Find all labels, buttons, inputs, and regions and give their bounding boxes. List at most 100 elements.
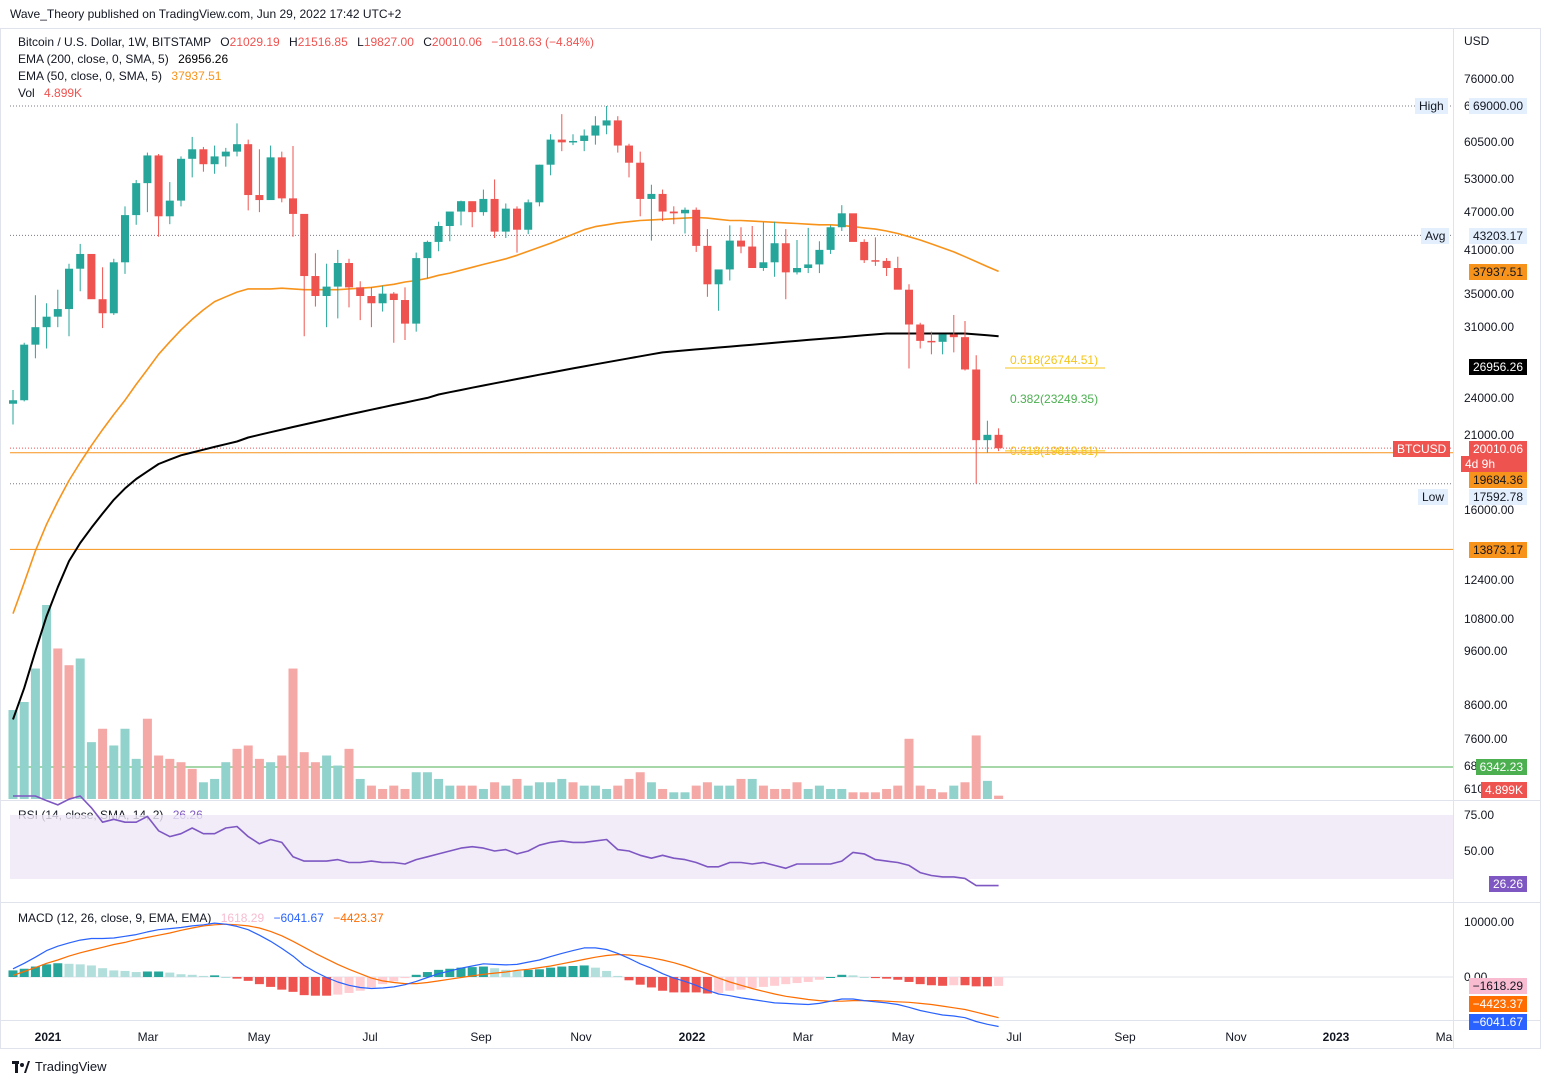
volume-bar (42, 605, 52, 799)
volume-bar (445, 785, 455, 799)
tradingview-brand: TradingView (35, 1059, 107, 1074)
macd-hist-bar (781, 977, 791, 985)
macd-hist-bar (277, 977, 287, 990)
price-axis-tick: 16000.00 (1464, 503, 1515, 517)
macd-hist-bar (243, 977, 253, 981)
macd-hist-bar (926, 977, 936, 986)
candle-body (457, 201, 465, 212)
price-axis-tick: 9600.00 (1464, 644, 1508, 659)
candle-body (938, 334, 947, 342)
volume-bar (546, 782, 556, 799)
macd-hist-bar (389, 977, 399, 982)
candle-body (412, 258, 421, 324)
volume-bar (982, 780, 992, 799)
legend-ema200[interactable]: EMA (200, close, 0, SMA, 5) 26956.26 (18, 52, 228, 66)
volume-bar (904, 738, 914, 799)
candle-body (165, 200, 174, 217)
macd-hist-bar (579, 965, 589, 977)
macd-hist-bar (882, 977, 892, 979)
candle-body (961, 337, 969, 370)
macd-hist-bar (904, 977, 914, 982)
legend-high: 21516.85 (297, 35, 348, 49)
macd-hist-bar (176, 974, 186, 977)
candle-body (42, 316, 51, 328)
macd-hist-bar (859, 977, 869, 978)
time-axis-tick: Nov (570, 1030, 592, 1044)
candle-body (501, 208, 510, 232)
legend-ema50-value: 37937.51 (171, 69, 222, 83)
legend-volume[interactable]: Vol 4.899K (18, 86, 82, 100)
macd-hist-bar (534, 969, 544, 977)
candle-body (602, 120, 611, 126)
volume-bar (590, 785, 600, 799)
legend-macd-signal: −4423.37 (333, 911, 384, 925)
macd-hist-bar (8, 970, 18, 977)
macd-hist-bar (546, 967, 556, 977)
volume-bar (994, 795, 1004, 799)
macd-hist-bar (98, 968, 108, 977)
macd-hist-bar (187, 974, 197, 977)
volume-bar (389, 785, 399, 799)
candle-body (121, 215, 129, 263)
macd-hist-bar (322, 977, 332, 996)
legend-ema50[interactable]: EMA (50, close, 0, SMA, 5) 37937.51 (18, 69, 221, 83)
candle-body (871, 260, 880, 262)
candle-body (143, 155, 152, 184)
price-axis-tick: 41000.00 (1464, 242, 1515, 257)
volume-bar (870, 792, 880, 799)
candle-body (591, 125, 600, 136)
macd-hist-bar (210, 975, 220, 977)
currency-label: USD (1464, 34, 1490, 48)
publisher-header: Wave_Theory published on TradingView.com… (10, 7, 402, 21)
volume-bar (64, 665, 74, 799)
volume-bar (557, 778, 567, 799)
volume-bar (714, 785, 724, 799)
rsi-axis-tick: 75.00 (1464, 808, 1495, 822)
candle-body (289, 198, 297, 214)
macd-signal-line (12, 923, 999, 1019)
macd-hist-bar (64, 963, 74, 977)
candle-body (98, 299, 107, 314)
candle-body (356, 287, 365, 297)
tradingview-footer[interactable]: TradingView (12, 1059, 107, 1074)
macd-hist-bar (814, 977, 824, 980)
volume-bar (534, 782, 544, 799)
volume-bar (669, 792, 679, 799)
candle-body (647, 193, 656, 199)
legend-macd[interactable]: MACD (12, 26, close, 9, EMA, EMA) 1618.2… (18, 911, 384, 925)
price-axis-tick: 53000.00 (1464, 171, 1515, 186)
volume-bar (210, 778, 220, 799)
macd-hist-bar (557, 966, 567, 977)
tradingview-logo-icon (12, 1060, 30, 1073)
candle-body (972, 369, 981, 441)
macd-hist-bar (411, 974, 421, 977)
volume-bar (859, 792, 869, 799)
candle-body (277, 157, 286, 199)
macd-hist-bar (613, 975, 623, 977)
macd-hist-bar (938, 977, 948, 986)
volume-bar (221, 762, 231, 799)
volume-bar (98, 728, 108, 799)
volume-bar (501, 785, 511, 799)
volume-bar (926, 788, 936, 799)
macd-hist-bar (53, 963, 63, 977)
legend-symbol[interactable]: Bitcoin / U.S. Dollar, 1W, BITSTAMP (18, 35, 211, 49)
time-axis-tick: 2021 (34, 1030, 62, 1044)
avg-label: Avg (1421, 228, 1450, 244)
rsi-band (10, 815, 1453, 879)
legend-macd-hist: 1618.29 (220, 911, 265, 925)
macd-hist-bar (478, 966, 488, 977)
volume-bar (758, 785, 768, 799)
volume-bar (333, 765, 343, 799)
candle-body (770, 243, 779, 263)
volume-bar (624, 778, 634, 799)
price-axis-tick: 31000.00 (1464, 320, 1515, 335)
macd-hist-bar (758, 977, 768, 987)
macd-hist-bar (445, 968, 455, 977)
candle-body (703, 245, 712, 285)
macd-hist-bar (523, 969, 533, 977)
time-axis-tick: Mar (137, 1030, 159, 1044)
macd-hist-bar (355, 977, 365, 991)
candle-body (849, 213, 857, 242)
